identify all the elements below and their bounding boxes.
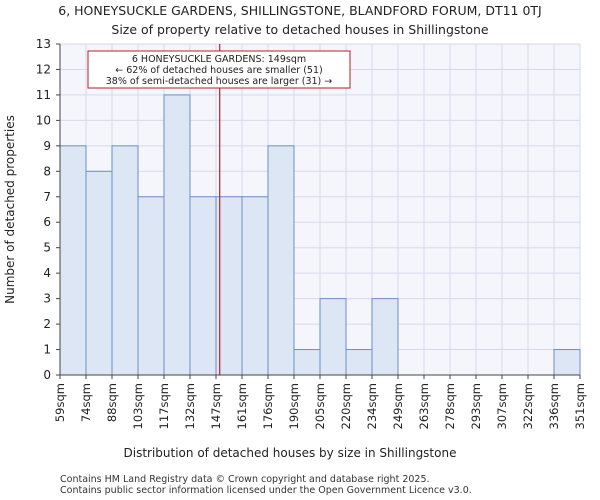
- x-tick-label: 190sqm: [287, 383, 301, 429]
- x-tick-label: 74sqm: [79, 383, 93, 422]
- x-axis-label: Distribution of detached houses by size …: [124, 446, 457, 460]
- y-tick-label: 12: [36, 62, 51, 76]
- x-tick-label: 263sqm: [417, 383, 431, 429]
- histogram-bar: [241, 196, 269, 376]
- x-tick-label: 59sqm: [53, 383, 67, 422]
- annotation-line: ← 62% of detached houses are smaller (51…: [115, 65, 322, 76]
- y-tick-label: 6: [43, 215, 51, 229]
- x-tick-label: 220sqm: [339, 383, 353, 429]
- x-tick-label: 205sqm: [313, 383, 327, 429]
- annotation-line: 6 HONEYSUCKLE GARDENS: 149sqm: [132, 54, 306, 65]
- y-tick-label: 13: [36, 37, 51, 51]
- chart-subtitle: Size of property relative to detached ho…: [111, 22, 489, 37]
- histogram-bar: [293, 349, 321, 376]
- histogram-bar: [267, 145, 295, 376]
- x-tick-label: 278sqm: [443, 383, 457, 429]
- x-tick-label: 249sqm: [391, 383, 405, 429]
- footer-licence: Contains public sector information licen…: [60, 485, 472, 496]
- x-tick-label: 176sqm: [261, 383, 275, 429]
- x-tick-label: 322sqm: [521, 383, 535, 429]
- histogram-bar: [371, 298, 399, 376]
- x-tick-label: 293sqm: [469, 383, 483, 429]
- y-tick-label: 5: [43, 241, 51, 255]
- x-tick-label: 161sqm: [235, 383, 249, 429]
- y-tick-label: 4: [43, 266, 51, 280]
- x-tick-label: 307sqm: [495, 383, 509, 429]
- histogram-bar: [137, 196, 165, 376]
- annotation-box: [87, 50, 351, 89]
- y-tick-label: 1: [43, 343, 51, 357]
- histogram-bar: [345, 349, 373, 376]
- y-axis-label: Number of detached properties: [3, 115, 17, 304]
- y-tick-label: 2: [43, 317, 51, 331]
- histogram-bar: [553, 349, 581, 376]
- y-tick-label: 7: [43, 190, 51, 204]
- histogram-bar: [163, 94, 191, 376]
- x-tick-label: 103sqm: [131, 383, 145, 429]
- x-tick-label: 88sqm: [105, 383, 119, 422]
- histogram-bar: [59, 145, 87, 376]
- x-tick-label: 234sqm: [365, 383, 379, 429]
- chart-title: 6, HONEYSUCKLE GARDENS, SHILLINGSTONE, B…: [58, 3, 542, 18]
- x-tick-label: 336sqm: [547, 383, 561, 429]
- y-tick-label: 8: [43, 164, 51, 178]
- y-tick-label: 0: [43, 368, 51, 382]
- y-tick-label: 9: [43, 139, 51, 153]
- y-tick-label: 3: [43, 292, 51, 306]
- histogram-bar: [189, 196, 217, 376]
- histogram-bar: [319, 298, 347, 376]
- x-tick-label: 147sqm: [209, 383, 223, 429]
- y-tick-label: 11: [36, 88, 51, 102]
- y-tick-label: 10: [36, 113, 51, 127]
- histogram-bar: [85, 170, 113, 376]
- x-tick-label: 132sqm: [183, 383, 197, 429]
- x-tick-label: 117sqm: [157, 383, 171, 429]
- histogram-bar: [111, 145, 139, 376]
- x-tick-label: 351sqm: [573, 383, 587, 429]
- annotation-line: 38% of semi-detached houses are larger (…: [106, 76, 333, 87]
- footer-copyright: Contains HM Land Registry data © Crown c…: [60, 474, 430, 485]
